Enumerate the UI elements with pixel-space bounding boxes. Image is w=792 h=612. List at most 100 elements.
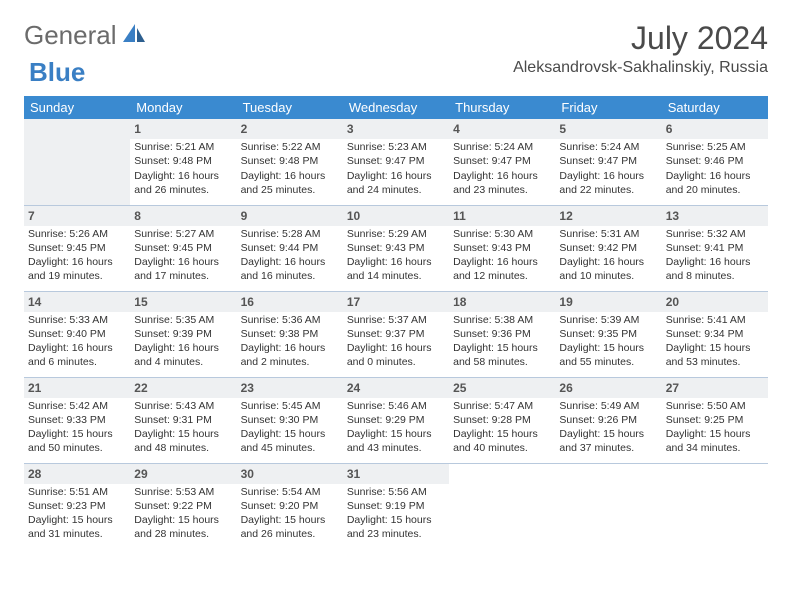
day-line: and 20 minutes. <box>666 183 764 197</box>
day-line: and 2 minutes. <box>241 355 339 369</box>
day-line: Sunset: 9:47 PM <box>347 154 445 168</box>
calendar-cell: 9Sunrise: 5:28 AMSunset: 9:44 PMDaylight… <box>237 205 343 291</box>
day-line: Daylight: 16 hours <box>666 255 764 269</box>
calendar-cell: 21Sunrise: 5:42 AMSunset: 9:33 PMDayligh… <box>24 377 130 463</box>
day-number: 8 <box>130 206 236 226</box>
day-details: Sunrise: 5:33 AMSunset: 9:40 PMDaylight:… <box>28 313 126 370</box>
day-line: Daylight: 15 hours <box>559 427 657 441</box>
day-number: 30 <box>237 464 343 484</box>
day-line: Daylight: 15 hours <box>28 513 126 527</box>
day-line: Sunset: 9:26 PM <box>559 413 657 427</box>
day-details: Sunrise: 5:24 AMSunset: 9:47 PMDaylight:… <box>559 140 657 197</box>
day-line: Daylight: 16 hours <box>453 255 551 269</box>
day-line: Sunrise: 5:54 AM <box>241 485 339 499</box>
day-line: Sunset: 9:33 PM <box>28 413 126 427</box>
day-number: 28 <box>24 464 130 484</box>
calendar-cell: 30Sunrise: 5:54 AMSunset: 9:20 PMDayligh… <box>237 463 343 549</box>
calendar-cell: 24Sunrise: 5:46 AMSunset: 9:29 PMDayligh… <box>343 377 449 463</box>
location: Aleksandrovsk-Sakhalinskiy, Russia <box>513 59 768 77</box>
day-details: Sunrise: 5:50 AMSunset: 9:25 PMDaylight:… <box>666 399 764 456</box>
day-details: Sunrise: 5:27 AMSunset: 9:45 PMDaylight:… <box>134 227 232 284</box>
day-line: and 50 minutes. <box>28 441 126 455</box>
day-line: Sunset: 9:25 PM <box>666 413 764 427</box>
day-line: Sunrise: 5:35 AM <box>134 313 232 327</box>
day-line: Sunset: 9:30 PM <box>241 413 339 427</box>
day-line: Sunset: 9:45 PM <box>134 241 232 255</box>
day-number: 6 <box>662 119 768 139</box>
day-number: 22 <box>130 378 236 398</box>
day-line: and 43 minutes. <box>347 441 445 455</box>
day-line: Sunrise: 5:41 AM <box>666 313 764 327</box>
calendar-cell: 22Sunrise: 5:43 AMSunset: 9:31 PMDayligh… <box>130 377 236 463</box>
logo-text-2: Blue <box>29 57 85 87</box>
day-details: Sunrise: 5:24 AMSunset: 9:47 PMDaylight:… <box>453 140 551 197</box>
calendar-cell: 1Sunrise: 5:21 AMSunset: 9:48 PMDaylight… <box>130 119 236 205</box>
day-line: Sunset: 9:48 PM <box>241 154 339 168</box>
day-line: Sunrise: 5:24 AM <box>453 140 551 154</box>
day-line: Daylight: 15 hours <box>134 513 232 527</box>
day-details: Sunrise: 5:56 AMSunset: 9:19 PMDaylight:… <box>347 485 445 542</box>
day-line: Sunset: 9:22 PM <box>134 499 232 513</box>
day-line: and 26 minutes. <box>241 527 339 541</box>
logo-text-1: General <box>24 20 117 51</box>
day-line: Sunrise: 5:32 AM <box>666 227 764 241</box>
day-line: Sunrise: 5:38 AM <box>453 313 551 327</box>
day-line: and 22 minutes. <box>559 183 657 197</box>
day-number: 5 <box>555 119 661 139</box>
calendar-cell: 17Sunrise: 5:37 AMSunset: 9:37 PMDayligh… <box>343 291 449 377</box>
calendar-cell <box>662 463 768 549</box>
day-line: Sunset: 9:41 PM <box>666 241 764 255</box>
day-line: Daylight: 16 hours <box>559 255 657 269</box>
day-line: Sunset: 9:34 PM <box>666 327 764 341</box>
day-line: and 53 minutes. <box>666 355 764 369</box>
day-number: 14 <box>24 292 130 312</box>
day-line: Daylight: 16 hours <box>559 169 657 183</box>
day-details: Sunrise: 5:26 AMSunset: 9:45 PMDaylight:… <box>28 227 126 284</box>
day-line: Sunrise: 5:31 AM <box>559 227 657 241</box>
day-details: Sunrise: 5:43 AMSunset: 9:31 PMDaylight:… <box>134 399 232 456</box>
day-line: Sunrise: 5:30 AM <box>453 227 551 241</box>
day-line: and 8 minutes. <box>666 269 764 283</box>
day-line: Sunset: 9:38 PM <box>241 327 339 341</box>
calendar-cell <box>555 463 661 549</box>
calendar-cell: 10Sunrise: 5:29 AMSunset: 9:43 PMDayligh… <box>343 205 449 291</box>
calendar-cell: 25Sunrise: 5:47 AMSunset: 9:28 PMDayligh… <box>449 377 555 463</box>
day-details: Sunrise: 5:29 AMSunset: 9:43 PMDaylight:… <box>347 227 445 284</box>
day-number: 25 <box>449 378 555 398</box>
day-line: and 19 minutes. <box>28 269 126 283</box>
day-details: Sunrise: 5:45 AMSunset: 9:30 PMDaylight:… <box>241 399 339 456</box>
day-number: 11 <box>449 206 555 226</box>
day-details: Sunrise: 5:36 AMSunset: 9:38 PMDaylight:… <box>241 313 339 370</box>
day-line: Daylight: 16 hours <box>134 341 232 355</box>
day-number: 2 <box>237 119 343 139</box>
calendar-cell: 8Sunrise: 5:27 AMSunset: 9:45 PMDaylight… <box>130 205 236 291</box>
calendar-cell: 13Sunrise: 5:32 AMSunset: 9:41 PMDayligh… <box>662 205 768 291</box>
day-line: Daylight: 16 hours <box>666 169 764 183</box>
day-number: 13 <box>662 206 768 226</box>
day-line: and 55 minutes. <box>559 355 657 369</box>
day-line: and 58 minutes. <box>453 355 551 369</box>
day-number: 4 <box>449 119 555 139</box>
day-line: Sunrise: 5:36 AM <box>241 313 339 327</box>
day-line: Daylight: 15 hours <box>666 427 764 441</box>
day-line: Sunset: 9:28 PM <box>453 413 551 427</box>
day-line: Sunrise: 5:24 AM <box>559 140 657 154</box>
calendar-row: 1Sunrise: 5:21 AMSunset: 9:48 PMDaylight… <box>24 119 768 205</box>
day-details: Sunrise: 5:42 AMSunset: 9:33 PMDaylight:… <box>28 399 126 456</box>
day-details: Sunrise: 5:23 AMSunset: 9:47 PMDaylight:… <box>347 140 445 197</box>
day-details: Sunrise: 5:21 AMSunset: 9:48 PMDaylight:… <box>134 140 232 197</box>
day-line: Daylight: 15 hours <box>453 427 551 441</box>
day-line: Sunrise: 5:56 AM <box>347 485 445 499</box>
day-line: and 16 minutes. <box>241 269 339 283</box>
day-line: Daylight: 15 hours <box>453 341 551 355</box>
day-line: Daylight: 16 hours <box>28 255 126 269</box>
calendar-row: 14Sunrise: 5:33 AMSunset: 9:40 PMDayligh… <box>24 291 768 377</box>
day-line: Daylight: 15 hours <box>241 513 339 527</box>
day-line: and 6 minutes. <box>28 355 126 369</box>
day-line: Sunset: 9:39 PM <box>134 327 232 341</box>
day-line: Daylight: 16 hours <box>347 169 445 183</box>
day-details: Sunrise: 5:35 AMSunset: 9:39 PMDaylight:… <box>134 313 232 370</box>
day-line: and 34 minutes. <box>666 441 764 455</box>
day-number: 31 <box>343 464 449 484</box>
day-line: Sunset: 9:42 PM <box>559 241 657 255</box>
